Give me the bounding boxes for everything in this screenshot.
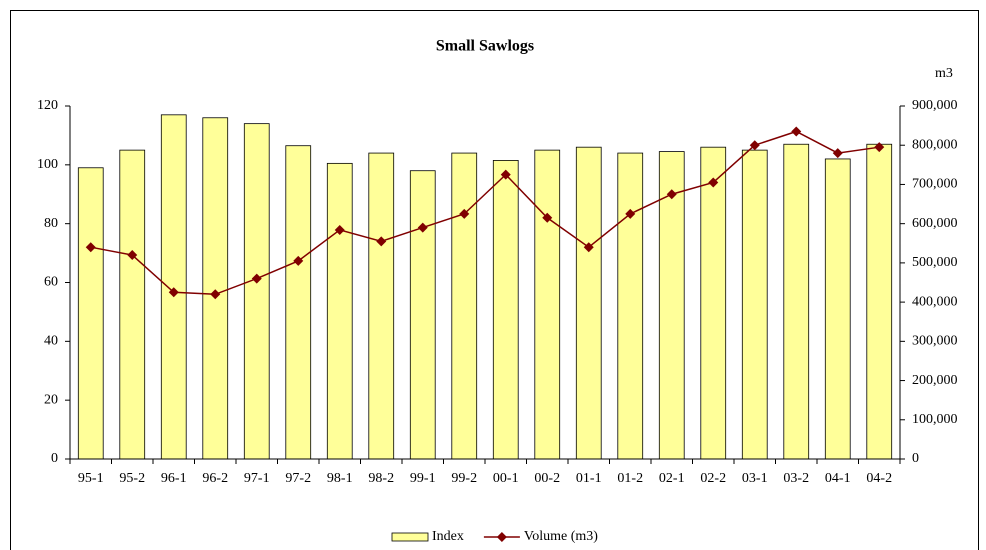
marker [708, 177, 719, 188]
y-tick-label: 20 [44, 392, 58, 407]
y2-tick-label: 700,000 [912, 177, 958, 192]
bar [492, 160, 519, 460]
x-tick-label: 04-1 [825, 471, 851, 486]
bar [409, 170, 436, 460]
marker [334, 224, 345, 235]
marker [500, 169, 511, 180]
y2-tick-label: 600,000 [912, 216, 958, 231]
bar [617, 152, 644, 460]
bar [866, 143, 893, 460]
x-tick-label: 03-1 [742, 471, 768, 486]
bar [741, 149, 768, 460]
y-tick-label: 120 [37, 98, 58, 113]
marker [583, 242, 594, 253]
marker [127, 250, 138, 261]
x-tick-label: 02-1 [659, 471, 685, 486]
marker [749, 140, 760, 151]
y2-tick-label: 200,000 [912, 373, 958, 388]
y-tick-label: 0 [51, 451, 58, 466]
marker [542, 212, 553, 223]
legend-marker [496, 532, 507, 542]
legend-label: Index [432, 529, 464, 544]
bar [119, 149, 146, 460]
x-tick-label: 97-1 [244, 471, 270, 486]
y2-tick-label: 100,000 [912, 412, 958, 427]
bar [658, 151, 685, 460]
x-tick-label: 98-2 [368, 471, 394, 486]
x-tick-label: 95-1 [78, 471, 104, 486]
bar [451, 152, 478, 460]
marker [666, 189, 677, 200]
x-tick-label: 00-1 [493, 471, 519, 486]
bar [824, 158, 851, 460]
marker [251, 273, 262, 284]
y-tick-label: 80 [44, 216, 58, 231]
x-tick-label: 96-1 [161, 471, 187, 486]
x-tick-label: 96-2 [202, 471, 228, 486]
bar [575, 146, 602, 460]
marker [832, 148, 843, 159]
marker [459, 208, 470, 219]
y-tick-label: 40 [44, 334, 58, 349]
y-tick-label: 60 [44, 275, 58, 290]
x-tick-label: 99-1 [410, 471, 436, 486]
x-tick-label: 03-2 [783, 471, 809, 486]
y2-tick-label: 0 [912, 451, 919, 466]
marker [210, 289, 221, 300]
y2-tick-label: 300,000 [912, 334, 958, 349]
bar [783, 143, 810, 460]
bar [243, 123, 270, 460]
x-tick-label: 01-1 [576, 471, 602, 486]
y2-tick-label: 400,000 [912, 294, 958, 309]
bar [326, 162, 353, 460]
x-tick-label: 99-2 [451, 471, 477, 486]
bar [160, 114, 187, 460]
bar [700, 146, 727, 460]
bar [202, 117, 229, 460]
x-tick-label: 01-2 [617, 471, 643, 486]
marker [293, 255, 304, 266]
chart-title: Small Sawlogs [436, 38, 534, 55]
x-tick-label: 00-2 [534, 471, 560, 486]
legend-swatch [391, 532, 429, 542]
x-tick-label: 98-1 [327, 471, 353, 486]
bar [285, 145, 312, 460]
marker [625, 208, 636, 219]
bar [77, 167, 104, 460]
y-tick-label: 100 [37, 157, 58, 172]
bar [368, 152, 395, 460]
y2-tick-label: 900,000 [912, 98, 958, 113]
y2-tick-label: 800,000 [912, 137, 958, 152]
x-tick-label: 95-2 [119, 471, 145, 486]
marker [376, 236, 387, 247]
marker [791, 126, 802, 137]
bar [534, 149, 561, 460]
x-tick-label: 02-2 [700, 471, 726, 486]
y2-tick-label: 500,000 [912, 255, 958, 270]
x-tick-label: 97-2 [285, 471, 311, 486]
marker [417, 222, 428, 233]
legend-label: Volume (m3) [524, 529, 598, 544]
marker [874, 142, 885, 153]
marker [85, 242, 96, 253]
y2-axis-label: m3 [935, 66, 953, 81]
x-tick-label: 04-2 [866, 471, 892, 486]
marker [168, 287, 179, 298]
line [90, 130, 880, 296]
